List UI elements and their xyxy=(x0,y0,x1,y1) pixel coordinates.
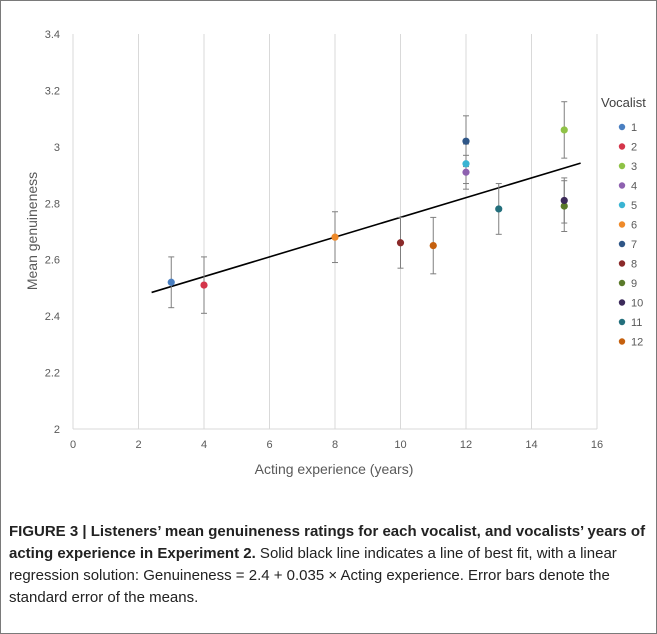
y-tick-label: 2.4 xyxy=(45,311,60,323)
legend-marker-vocalist-11 xyxy=(618,318,626,326)
figure-caption: FIGURE 3 | Listeners’ mean genuineness r… xyxy=(9,521,649,609)
fit-line-group xyxy=(151,162,581,294)
point-vocalist-10 xyxy=(560,196,568,205)
point-vocalist-8 xyxy=(396,239,405,247)
point-vocalist-9 xyxy=(560,202,568,210)
legend-marker-vocalist-9 xyxy=(618,279,626,287)
x-tick-label: 10 xyxy=(394,439,406,451)
y-tick-label: 2 xyxy=(54,424,60,436)
x-tick-label: 6 xyxy=(266,439,272,451)
legend-marker-vocalist-10 xyxy=(618,299,626,306)
error-bars xyxy=(168,101,568,314)
y-tick-label: 3.4 xyxy=(45,29,60,41)
legend-marker-vocalist-6 xyxy=(618,221,626,228)
legend-marker-vocalist-7 xyxy=(618,240,626,248)
point-vocalist-3 xyxy=(560,126,568,134)
y-tick-label: 2.2 xyxy=(45,368,60,380)
legend-label-vocalist-4: 4 xyxy=(631,181,637,193)
legend-marker-vocalist-3 xyxy=(618,162,626,170)
point-vocalist-7 xyxy=(462,137,470,145)
y-tick-label: 3.2 xyxy=(45,85,60,97)
point-vocalist-12 xyxy=(429,242,437,250)
legend-marker-vocalist-1 xyxy=(618,123,626,131)
legend-label-vocalist-5: 5 xyxy=(631,200,637,212)
point-vocalist-4 xyxy=(462,168,470,176)
x-tick-label: 16 xyxy=(591,439,603,451)
legend-marker-vocalist-4 xyxy=(618,182,626,189)
legend-marker-vocalist-12 xyxy=(618,338,626,345)
legend-label-vocalist-12: 12 xyxy=(631,337,643,349)
legend-label-vocalist-7: 7 xyxy=(631,239,637,251)
fit-line xyxy=(151,162,581,294)
legend-label-vocalist-6: 6 xyxy=(631,220,637,232)
x-tick-label: 2 xyxy=(135,439,141,451)
legend-label-vocalist-2: 2 xyxy=(631,142,637,154)
y-tick-label: 2.6 xyxy=(45,255,60,267)
grid-lines xyxy=(138,34,598,429)
y-tick-label: 2.8 xyxy=(45,198,60,210)
legend-label-vocalist-9: 9 xyxy=(631,278,637,290)
x-tick-label: 8 xyxy=(332,439,338,451)
point-vocalist-2 xyxy=(200,281,208,289)
axes xyxy=(72,34,597,430)
legend-marker-vocalist-5 xyxy=(618,201,626,209)
point-vocalist-6 xyxy=(331,233,339,241)
y-tick-label: 3 xyxy=(54,142,60,154)
data-points xyxy=(167,126,568,289)
caption-body: Solid black line indicates a line of bes… xyxy=(9,545,617,606)
legend-marker-vocalist-8 xyxy=(618,260,626,267)
x-tick-label: 4 xyxy=(201,439,207,451)
legend-label-vocalist-8: 8 xyxy=(631,259,637,271)
legend-label-vocalist-11: 11 xyxy=(631,317,642,329)
legend-marker-vocalist-2 xyxy=(618,143,626,150)
caption-title: FIGURE 3 | Listeners’ mean genuineness r… xyxy=(9,523,646,562)
point-vocalist-5 xyxy=(462,160,470,168)
legend-title: Vocalist xyxy=(601,95,646,110)
point-vocalist-1 xyxy=(167,278,175,286)
x-tick-label: 14 xyxy=(525,439,537,451)
x-axis-title: Acting experience (years) xyxy=(255,461,414,477)
legend-label-vocalist-10: 10 xyxy=(631,298,643,310)
legend-label-vocalist-1: 1 xyxy=(631,122,637,134)
x-tick-label: 12 xyxy=(460,439,472,451)
legend-label-vocalist-3: 3 xyxy=(631,161,637,173)
x-tick-label: 0 xyxy=(70,439,76,451)
point-vocalist-11 xyxy=(495,205,503,213)
y-axis-title: Mean genuineness xyxy=(24,172,40,290)
